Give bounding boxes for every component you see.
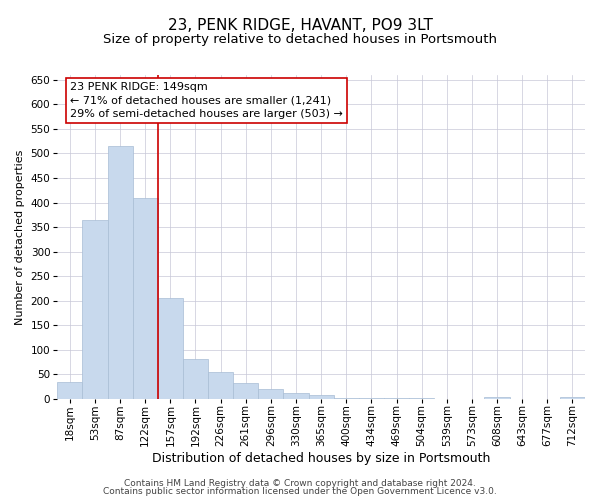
Bar <box>484 397 509 399</box>
Bar <box>258 389 283 399</box>
Bar <box>183 358 208 399</box>
Text: Size of property relative to detached houses in Portsmouth: Size of property relative to detached ho… <box>103 32 497 46</box>
Bar <box>233 382 258 399</box>
Text: Contains HM Land Registry data © Crown copyright and database right 2024.: Contains HM Land Registry data © Crown c… <box>124 478 476 488</box>
Y-axis label: Number of detached properties: Number of detached properties <box>15 149 25 324</box>
Bar <box>283 394 308 399</box>
Bar <box>208 372 233 399</box>
Bar <box>57 382 82 399</box>
Bar <box>158 298 183 399</box>
Text: 23, PENK RIDGE, HAVANT, PO9 3LT: 23, PENK RIDGE, HAVANT, PO9 3LT <box>167 18 433 32</box>
Bar <box>82 220 107 399</box>
Bar <box>560 397 585 399</box>
Bar <box>107 146 133 399</box>
Text: 23 PENK RIDGE: 149sqm
← 71% of detached houses are smaller (1,241)
29% of semi-d: 23 PENK RIDGE: 149sqm ← 71% of detached … <box>70 82 343 119</box>
Bar <box>308 396 334 399</box>
Text: Contains public sector information licensed under the Open Government Licence v3: Contains public sector information licen… <box>103 487 497 496</box>
Bar <box>133 198 158 399</box>
X-axis label: Distribution of detached houses by size in Portsmouth: Distribution of detached houses by size … <box>152 452 490 465</box>
